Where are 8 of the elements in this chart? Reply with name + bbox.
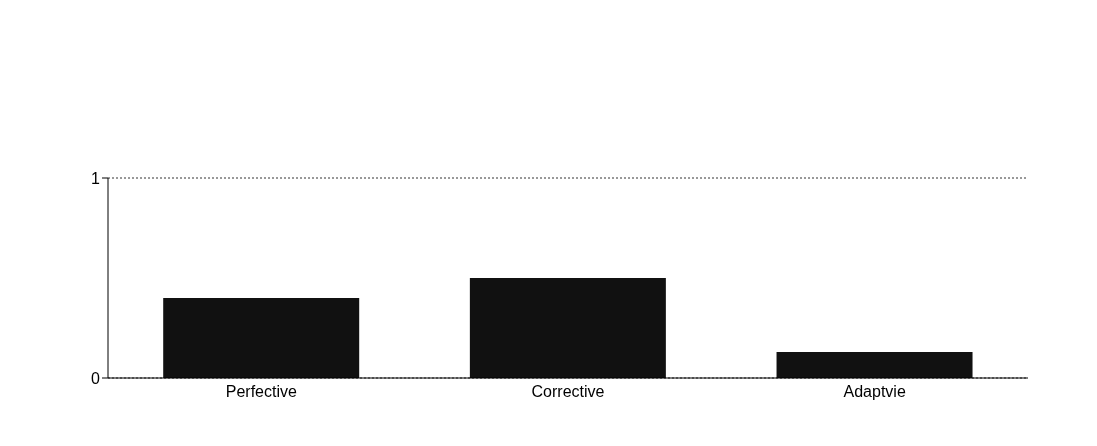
bar: [469, 278, 666, 378]
y-tick-label: 1: [91, 169, 101, 187]
bar: [776, 352, 973, 378]
y-tick-label: 0: [91, 369, 101, 387]
bar: [163, 298, 360, 378]
x-tick-label: Corrective: [531, 383, 605, 401]
x-tick-label: Perfective: [225, 383, 298, 401]
x-tick-label: Adaptvie: [843, 383, 906, 401]
